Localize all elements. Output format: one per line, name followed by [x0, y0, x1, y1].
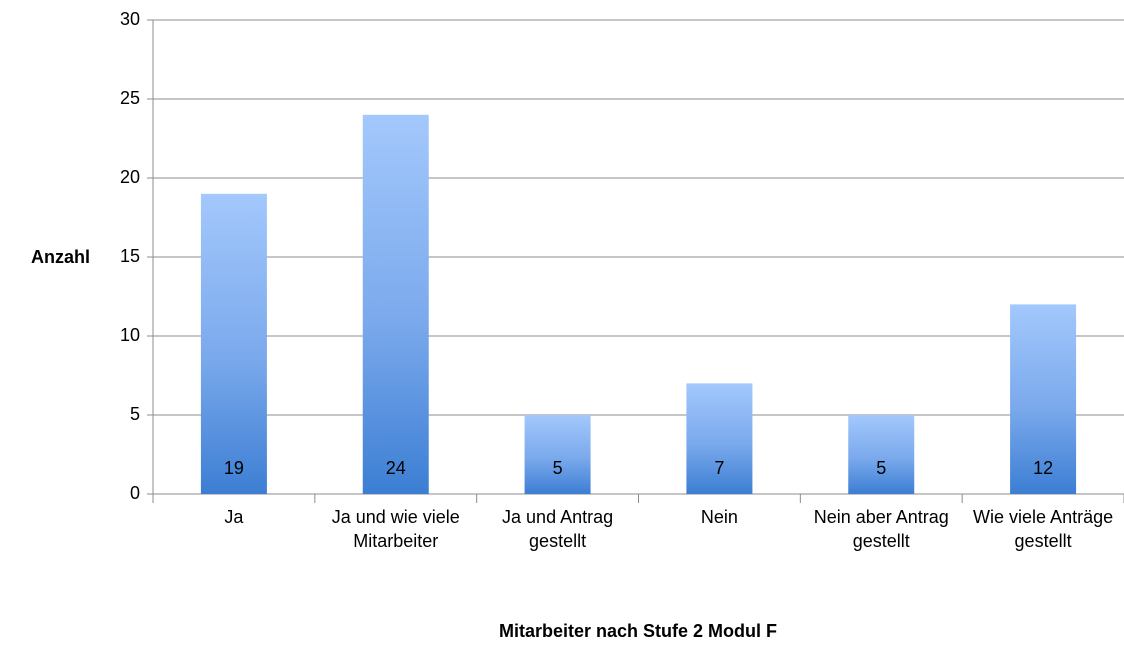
bar — [1010, 304, 1077, 494]
y-tick-label: 15 — [120, 246, 140, 266]
x-axis-title: Mitarbeiter nach Stufe 2 Modul F — [499, 621, 777, 641]
data-label: 19 — [224, 458, 244, 478]
y-axis-title: Anzahl — [31, 247, 90, 267]
y-tick-label: 20 — [120, 167, 140, 187]
x-tick-label: Nein — [700, 507, 738, 527]
bar — [362, 114, 429, 495]
data-label: 24 — [386, 458, 406, 478]
y-tick-label: 30 — [120, 9, 140, 29]
x-tick-label: Wie viele Anträge gestellt — [973, 507, 1114, 551]
x-tick-label: Ja und wie viele Mitarbeiter — [331, 507, 460, 551]
data-label: 5 — [553, 458, 563, 478]
bar — [200, 193, 267, 495]
data-label: 5 — [876, 458, 886, 478]
y-tick-label: 25 — [120, 88, 140, 108]
y-tick-label: 5 — [130, 404, 140, 424]
bar — [686, 383, 753, 494]
y-tick-label: 10 — [120, 325, 140, 345]
bar — [848, 415, 915, 494]
x-tick-label: Ja und Antrag gestellt — [502, 507, 614, 551]
x-tick-label: Ja — [224, 507, 244, 527]
data-label: 12 — [1033, 458, 1053, 478]
x-tick-label: Nein aber Antrag gestellt — [813, 507, 949, 551]
data-label: 7 — [714, 458, 724, 478]
y-tick-label: 0 — [130, 483, 140, 503]
bar — [524, 415, 591, 494]
